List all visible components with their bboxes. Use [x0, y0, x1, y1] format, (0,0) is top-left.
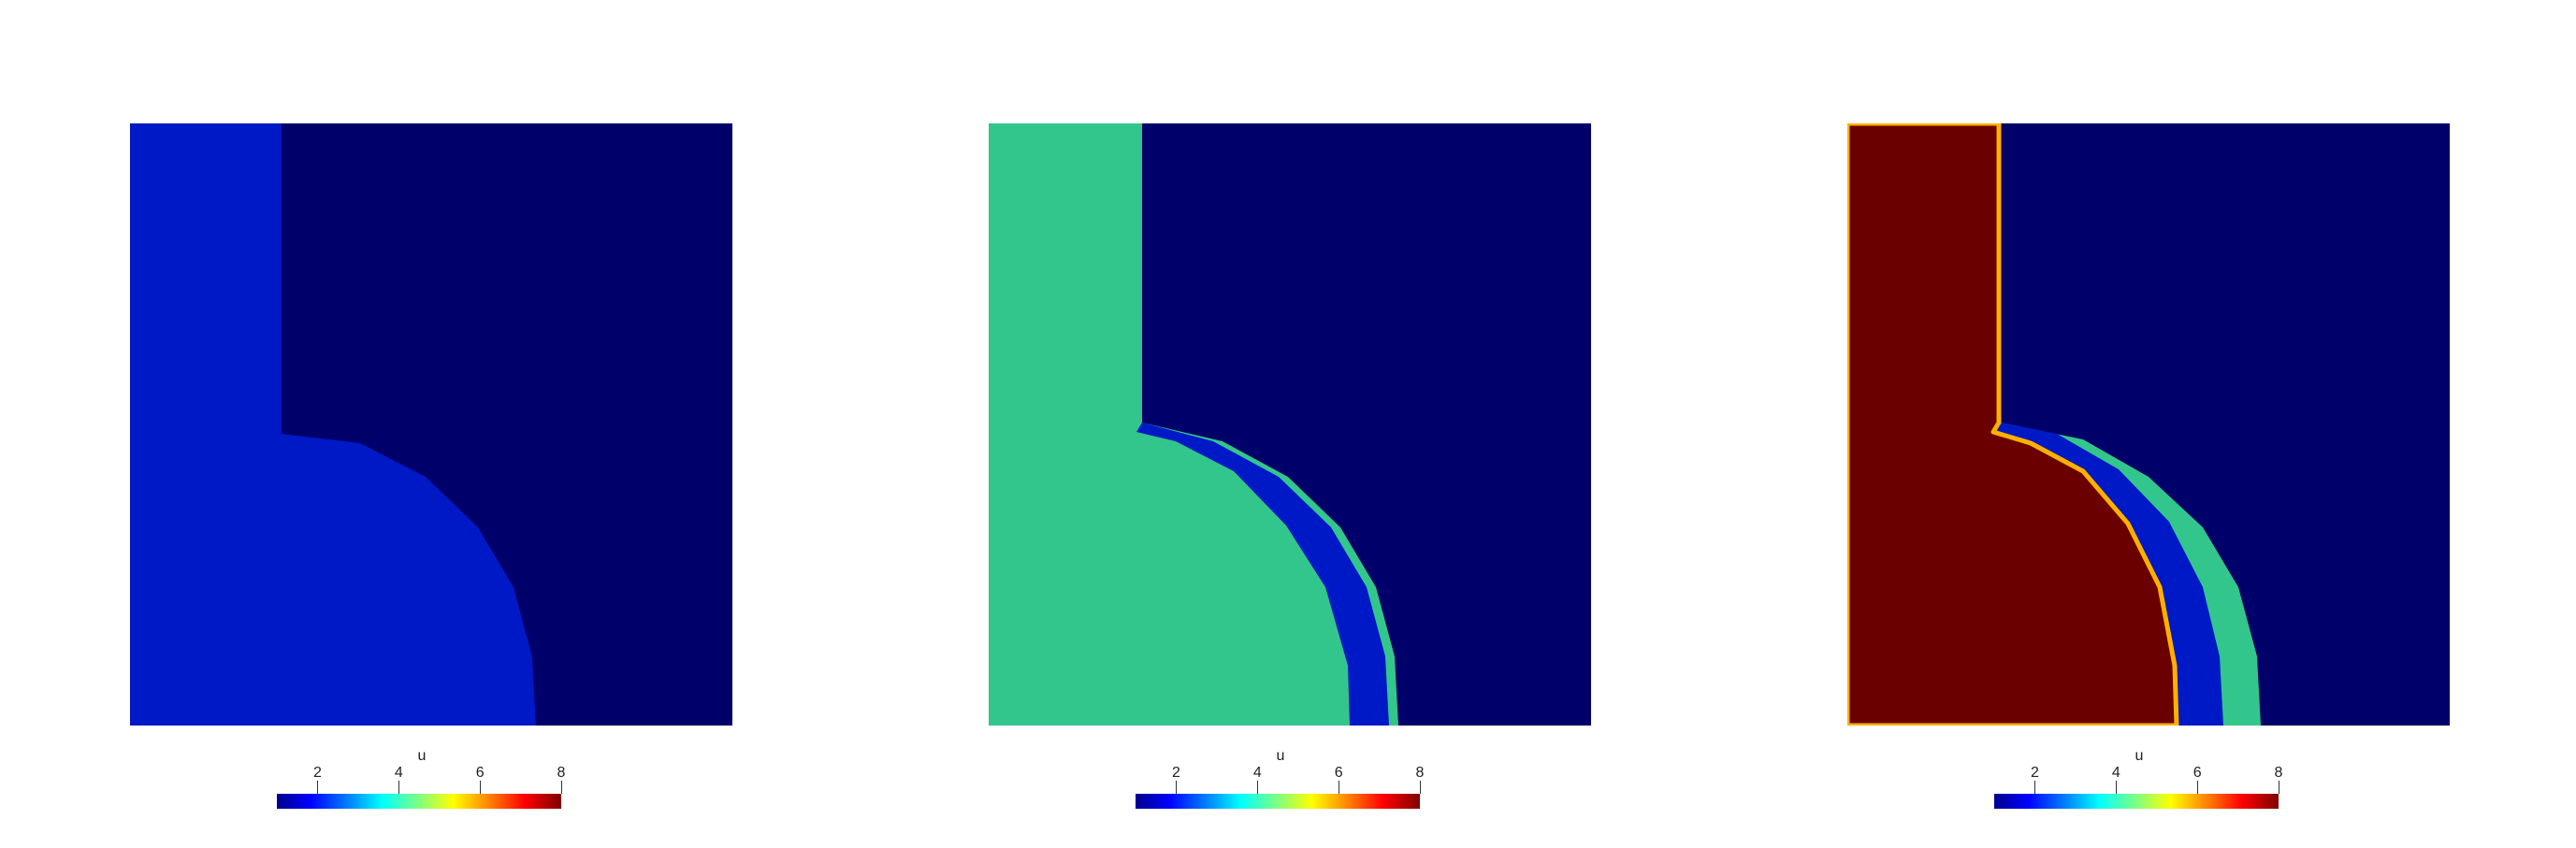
panel-3: u 2 4 6 8: [1717, 0, 2576, 848]
colorbar-tick: [1420, 781, 1421, 794]
colorbar-tick: [480, 781, 482, 794]
colorbar-tick-label: 2: [1171, 765, 1180, 781]
field-plot-3: [1847, 123, 2450, 726]
colorbar-tick-label: 8: [1415, 765, 1425, 781]
colorbar-gradient: [1136, 794, 1420, 809]
colorbar-3: u 2 4 6 8: [1994, 748, 2284, 823]
inner-region: [1847, 123, 2179, 726]
colorbar-tick-label: 6: [1334, 765, 1343, 781]
colorbar-tick: [1176, 781, 1178, 794]
inner-region: [989, 123, 1350, 726]
colorbar-tick: [398, 781, 400, 794]
colorbar-1: u 2 4 6 8: [277, 748, 567, 823]
colorbar-tick-label: 4: [1252, 765, 1262, 781]
colorbar-tick: [317, 781, 319, 794]
colorbar-title: u: [2135, 748, 2144, 764]
colorbar-2: u 2 4 6 8: [1136, 748, 1425, 823]
colorbar-title: u: [417, 748, 427, 764]
colorbar-tick-label: 2: [2030, 765, 2039, 781]
colorbar-tick-label: 4: [2111, 765, 2120, 781]
colorbar-tick: [2034, 781, 2036, 794]
colorbar-tick-label: 6: [2192, 765, 2202, 781]
panel-1: u 2 4 6 8: [0, 0, 859, 848]
colorbar-tick: [561, 781, 562, 794]
field-plot-1: [130, 123, 732, 726]
colorbar-gradient: [277, 794, 561, 809]
panel-2: u 2 4 6 8: [859, 0, 1717, 848]
colorbar-tick-label: 6: [475, 765, 485, 781]
colorbar-tick-label: 8: [557, 765, 566, 781]
field-plot-2: [989, 123, 1591, 726]
colorbar-tick-label: 4: [394, 765, 403, 781]
colorbar-tick-label: 2: [312, 765, 322, 781]
colorbar-tick: [2197, 781, 2199, 794]
colorbar-tick-label: 8: [2274, 765, 2283, 781]
colorbar-gradient: [1994, 794, 2279, 809]
inner-region: [130, 123, 489, 726]
colorbar-title: u: [1276, 748, 1285, 764]
colorbar-tick: [2116, 781, 2118, 794]
colorbar-tick: [1257, 781, 1259, 794]
